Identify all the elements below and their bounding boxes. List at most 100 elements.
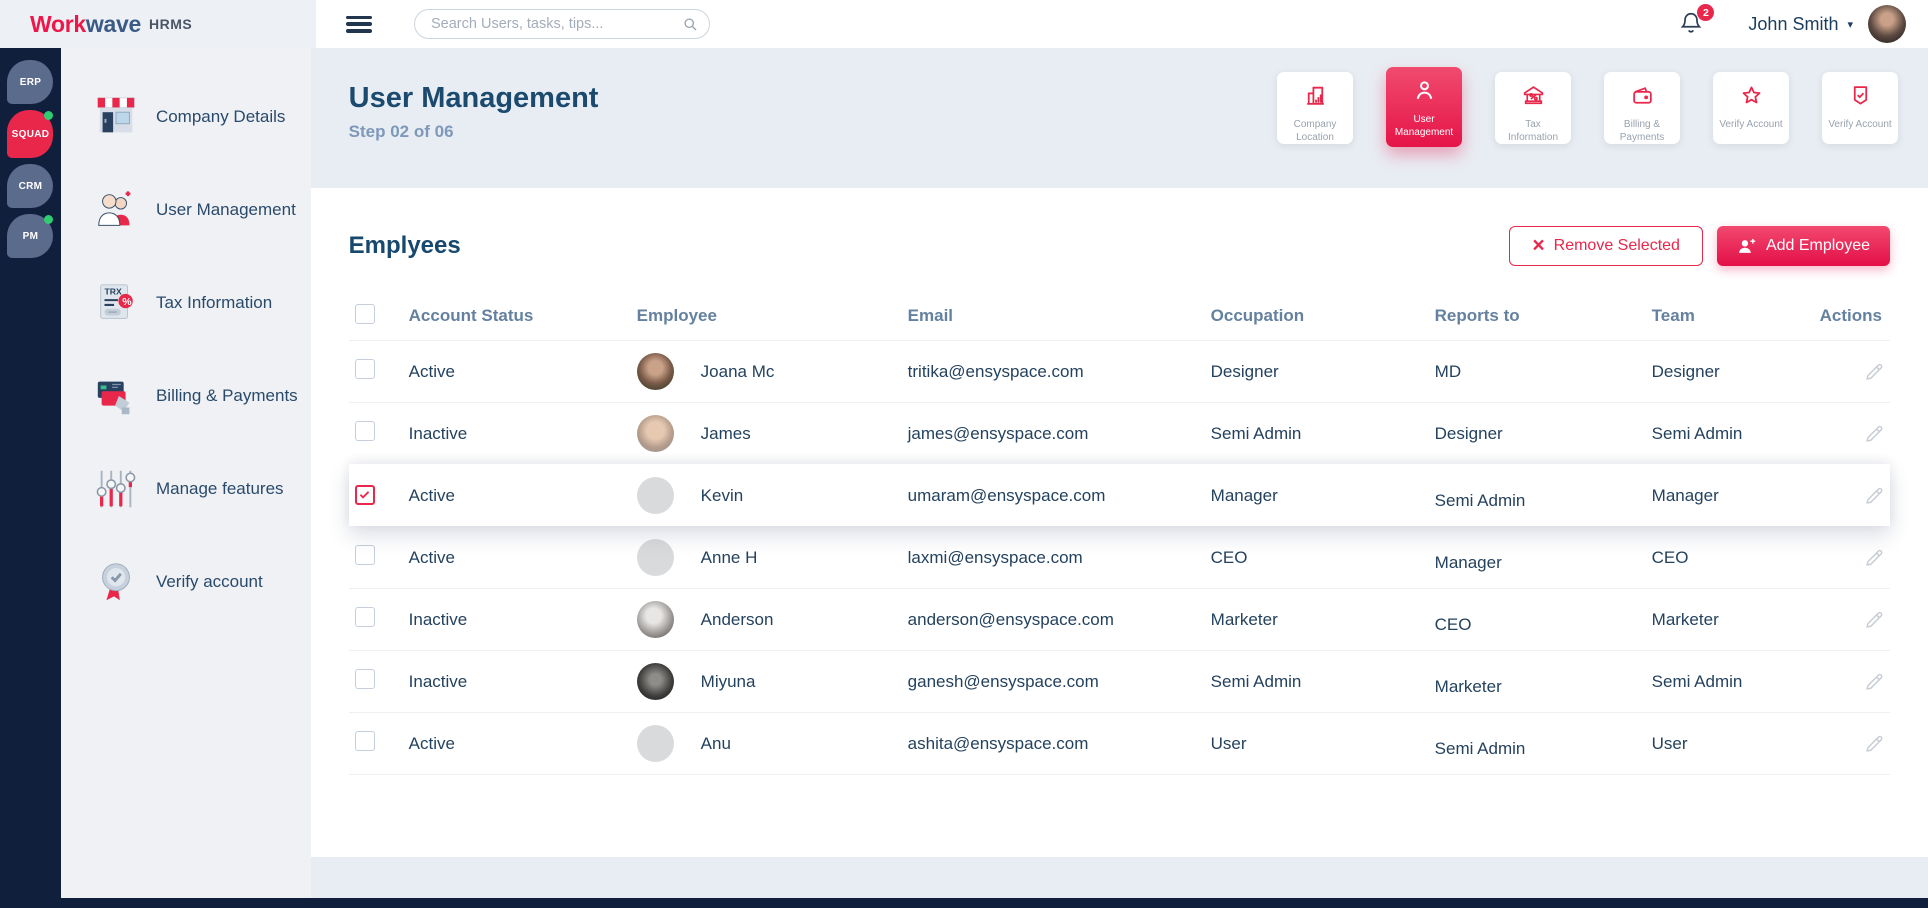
status-cell: Active: [408, 733, 455, 753]
notifications-button[interactable]: 2: [1678, 4, 1715, 38]
occupation-cell: Marketer: [1210, 609, 1278, 629]
reports-to-cell: MD: [1434, 361, 1462, 381]
edit-icon[interactable]: [1863, 423, 1885, 445]
edit-icon[interactable]: [1863, 547, 1885, 569]
row-checkbox[interactable]: [354, 421, 375, 441]
email-cell: laxmi@ensyspace.com: [907, 547, 1083, 567]
user-menu[interactable]: John Smith ▾: [1748, 5, 1906, 43]
email-cell: ashita@ensyspace.com: [907, 733, 1089, 753]
table-row: Inactive James james@ensyspace.com Semi Adm…: [348, 402, 1890, 464]
module-crm[interactable]: CRM: [7, 164, 54, 208]
employee-name: Kevin: [700, 485, 744, 505]
step-verify-account[interactable]: Verify Account: [1713, 72, 1789, 144]
email-cell: james@ensyspace.com: [907, 423, 1089, 443]
step-verify-account[interactable]: Verify Account: [1822, 72, 1898, 144]
avatar: [636, 415, 674, 452]
module-rail: ERP SQUAD CRM PM: [0, 48, 61, 898]
users-icon: [93, 187, 139, 233]
tax-calculator-icon: TRX%: [93, 280, 139, 326]
person-icon: [1412, 78, 1437, 108]
module-label: CRM: [18, 180, 43, 192]
edit-icon[interactable]: [1863, 733, 1885, 755]
employee-name: Anne H: [700, 547, 758, 567]
reports-to-cell: CEO: [1434, 614, 1472, 634]
search-icon: [681, 15, 699, 33]
sidebar-item-tax-information[interactable]: TRX% Tax Information: [61, 256, 311, 349]
step-billing-payments[interactable]: Billing & Payments: [1604, 72, 1680, 144]
team-cell: Manager: [1651, 485, 1719, 505]
row-checkbox[interactable]: [354, 607, 375, 627]
sidebar-item-label: Verify account: [155, 571, 263, 591]
module-erp[interactable]: ERP: [7, 60, 54, 104]
email-cell: umaram@ensyspace.com: [907, 485, 1106, 505]
edit-icon[interactable]: [1863, 485, 1885, 507]
shield-badge-icon: [93, 559, 139, 605]
reports-to-cell: Semi Admin: [1434, 738, 1526, 758]
email-cell: ganesh@ensyspace.com: [907, 671, 1099, 691]
employees-card: Emplyees × Remove Selected Add Employee …: [310, 188, 1928, 857]
sidebar-item-verify-account[interactable]: Verify account: [61, 535, 311, 628]
edit-icon[interactable]: [1863, 361, 1885, 383]
shield-check-icon: [1848, 83, 1873, 113]
select-all-checkbox[interactable]: [354, 303, 375, 324]
module-label: SQUAD: [11, 128, 50, 140]
topbar-main: 2 John Smith ▾: [316, 0, 1928, 48]
row-checkbox[interactable]: [354, 359, 375, 379]
column-header-account-status: Account Status: [408, 306, 534, 325]
row-checkbox[interactable]: [354, 731, 375, 751]
table-row: Active Joana Mc tritika@ensyspace.com Desig…: [348, 340, 1890, 402]
step-label: Tax Information: [1507, 119, 1559, 143]
team-cell: CEO: [1651, 547, 1689, 567]
column-header-reports-to: Reports to: [1434, 306, 1520, 325]
sidebar-item-label: Company Details: [155, 106, 286, 126]
status-cell: Inactive: [408, 423, 468, 443]
step-label: Verify Account: [1828, 119, 1892, 130]
wizard-steps: Company Location User Management Tax Infor…: [1277, 48, 1898, 188]
sidebar-item-company-details[interactable]: Company Details: [61, 70, 311, 163]
avatar: [636, 663, 674, 700]
step-user-management[interactable]: User Management: [1386, 67, 1462, 147]
occupation-cell: CEO: [1210, 547, 1248, 567]
svg-text:TRX: TRX: [104, 286, 121, 296]
star-icon: [1739, 83, 1764, 113]
edit-icon[interactable]: [1863, 671, 1885, 693]
user-name: John Smith: [1748, 13, 1839, 34]
section-title: Emplyees: [348, 232, 461, 259]
status-cell: Active: [408, 361, 455, 381]
reports-to-cell: Manager: [1434, 552, 1502, 572]
employee-name: Joana Mc: [700, 361, 775, 381]
module-pm[interactable]: PM: [7, 214, 54, 258]
column-header-occupation: Occupation: [1210, 306, 1305, 325]
add-employee-button[interactable]: Add Employee: [1716, 226, 1890, 266]
edit-icon[interactable]: [1863, 609, 1885, 631]
step-label: User Management: [1394, 114, 1454, 138]
bank-percent-icon: [1521, 83, 1546, 113]
app-logo: Work wave HRMS: [0, 0, 316, 48]
sidebar-item-label: Manage features: [155, 478, 284, 498]
row-checkbox[interactable]: [354, 484, 375, 505]
occupation-cell: Semi Admin: [1210, 671, 1302, 691]
module-squad[interactable]: SQUAD: [7, 110, 54, 158]
building-icon: [1303, 83, 1328, 113]
sidebar-item-manage-features[interactable]: Manage features: [61, 442, 311, 535]
sidebar-item-billing-payments[interactable]: Billing & Payments: [61, 349, 311, 442]
row-checkbox[interactable]: [354, 669, 375, 689]
reports-to-cell: Designer: [1434, 423, 1503, 443]
row-checkbox[interactable]: [354, 545, 375, 565]
sidebar: Company Details User Management TRX% Tax In…: [60, 48, 311, 898]
team-cell: User: [1651, 733, 1688, 753]
occupation-cell: User: [1210, 733, 1247, 753]
table-row: Inactive Anderson anderson@ensyspace.com Ma…: [348, 588, 1890, 650]
sidebar-item-user-management[interactable]: User Management: [61, 163, 311, 256]
search-input[interactable]: [414, 9, 710, 39]
x-icon: ×: [1532, 233, 1545, 257]
main-content: User Management Step 02 of 06 Company Lo…: [310, 48, 1928, 898]
step-tax-information[interactable]: Tax Information: [1495, 72, 1571, 144]
remove-selected-button[interactable]: × Remove Selected: [1509, 226, 1703, 266]
table-row: Active Anne H laxmi@ensyspace.com CEO Manage…: [348, 526, 1890, 588]
step-company-location[interactable]: Company Location: [1277, 72, 1353, 144]
step-label: Company Location: [1293, 119, 1337, 143]
hamburger-menu-icon[interactable]: [346, 15, 372, 33]
status-dot-icon: [44, 111, 54, 120]
avatar: [636, 725, 674, 762]
